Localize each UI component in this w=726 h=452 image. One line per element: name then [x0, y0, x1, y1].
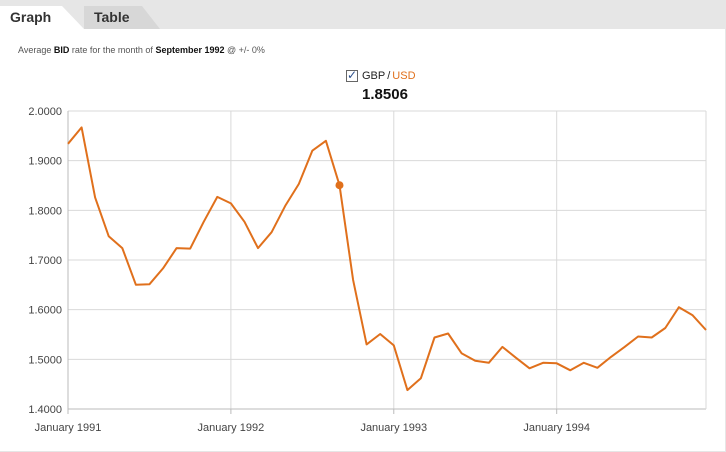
data-point[interactable]: [390, 341, 398, 349]
data-point[interactable]: [118, 244, 126, 252]
data-point[interactable]: [512, 354, 520, 362]
tab-graph[interactable]: Graph: [0, 6, 84, 29]
legend-quote-currency: USD: [392, 70, 416, 82]
tab-table[interactable]: Table: [84, 6, 160, 29]
y-tick-label: 1.9000: [28, 156, 62, 168]
data-point[interactable]: [105, 232, 113, 240]
data-point[interactable]: [132, 281, 140, 289]
graph-panel: [0, 29, 726, 452]
data-point[interactable]: [281, 202, 289, 210]
tab-bar: Graph Table: [0, 0, 726, 29]
data-point[interactable]: [675, 303, 683, 311]
data-point[interactable]: [403, 386, 411, 394]
data-point[interactable]: [363, 340, 371, 348]
data-point[interactable]: [91, 193, 99, 201]
data-point[interactable]: [485, 359, 493, 367]
x-tick-label: January 1993: [360, 422, 427, 434]
data-point[interactable]: [526, 364, 534, 372]
data-point[interactable]: [607, 353, 615, 361]
data-point[interactable]: [268, 228, 276, 236]
x-tick-label: January 1992: [198, 422, 265, 434]
data-point[interactable]: [458, 349, 466, 357]
data-point[interactable]: [634, 332, 642, 340]
data-point[interactable]: [295, 180, 303, 188]
data-point[interactable]: [688, 311, 696, 319]
data-point[interactable]: [227, 199, 235, 207]
legend-separator: /: [387, 70, 391, 82]
y-tick-label: 1.8000: [28, 205, 62, 217]
y-tick-label: 2.0000: [28, 106, 62, 118]
y-tick-label: 1.7000: [28, 255, 62, 267]
data-point[interactable]: [539, 359, 547, 367]
data-point[interactable]: [213, 193, 221, 201]
data-point[interactable]: [661, 324, 669, 332]
data-point[interactable]: [240, 218, 248, 226]
x-tick-label: January 1991: [35, 422, 102, 434]
y-tick-label: 1.4000: [28, 404, 62, 416]
data-point[interactable]: [322, 137, 330, 145]
x-tick-label: January 1994: [523, 422, 590, 434]
legend-base-currency: GBP: [362, 70, 386, 82]
data-point[interactable]: [553, 359, 561, 367]
data-point[interactable]: [593, 364, 601, 372]
data-point[interactable]: [702, 326, 710, 334]
series-line-gbp-usd[interactable]: [67, 126, 707, 392]
data-point[interactable]: [173, 244, 181, 252]
y-tick-label: 1.6000: [28, 305, 62, 317]
data-point[interactable]: [566, 366, 574, 374]
caption-rate-type: BID: [53, 45, 70, 55]
data-point[interactable]: [621, 343, 629, 351]
data-point[interactable]: [471, 357, 479, 365]
data-point[interactable]: [498, 343, 506, 351]
caption-prefix: Average: [18, 45, 52, 55]
axis-layer: 1.4000 1.5000 1.6000 1.7000 1.8000 1.9000 2.00…: [28, 106, 707, 434]
series-legend: GBP / USD: [346, 67, 416, 85]
data-point[interactable]: [159, 264, 167, 272]
data-point[interactable]: [254, 244, 262, 252]
data-point[interactable]: [580, 359, 588, 367]
rate-caption: Average BID rate for the month of Septem…: [18, 45, 265, 55]
data-point[interactable]: [431, 333, 439, 341]
data-point[interactable]: [145, 280, 153, 288]
data-point[interactable]: [308, 147, 316, 155]
series-layer: [64, 123, 710, 394]
caption-suffix: @ +/- 0%: [227, 45, 265, 55]
highlighted-point[interactable]: [335, 181, 344, 190]
data-point[interactable]: [349, 276, 357, 284]
data-point[interactable]: [376, 330, 384, 338]
data-point[interactable]: [78, 123, 86, 131]
series-checkbox[interactable]: [346, 68, 358, 82]
data-point[interactable]: [444, 330, 452, 338]
y-tick-label: 1.5000: [28, 354, 62, 366]
data-point[interactable]: [200, 218, 208, 226]
caption-middle: rate for the month of: [71, 45, 153, 55]
grid-layer: [68, 110, 706, 410]
data-point[interactable]: [186, 245, 194, 253]
data-point[interactable]: [648, 333, 656, 341]
data-point[interactable]: [64, 140, 72, 148]
caption-period: September 1992: [155, 45, 225, 55]
current-value: 1.8506: [362, 86, 408, 103]
data-point[interactable]: [417, 374, 425, 382]
